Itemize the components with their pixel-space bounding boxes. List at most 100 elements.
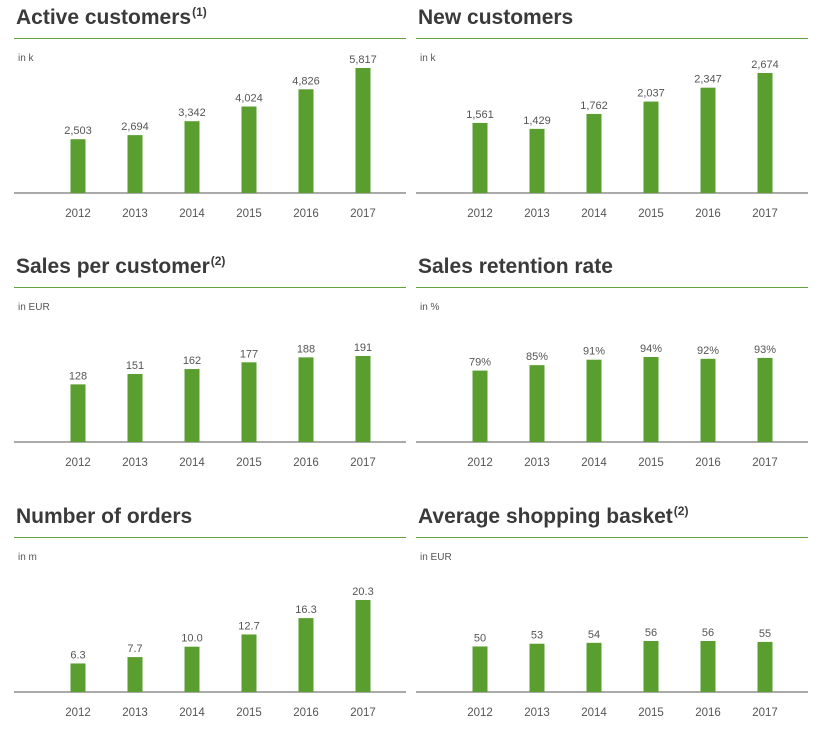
bar-2013 xyxy=(529,365,545,442)
bar-2014 xyxy=(184,121,200,193)
x-tick-label: 2013 xyxy=(122,457,148,469)
data-label: 56 xyxy=(645,627,657,639)
unit-label: in m xyxy=(18,552,37,563)
data-label: 5,817 xyxy=(349,54,377,66)
x-tick-label: 2013 xyxy=(122,208,148,220)
data-label: 6.3 xyxy=(70,649,85,661)
data-label: 12.7 xyxy=(238,620,259,632)
x-tick-label: 2014 xyxy=(581,208,607,220)
data-label: 7.7 xyxy=(127,643,142,655)
data-label: 91% xyxy=(583,346,605,358)
chart-title: New customers xyxy=(418,6,574,29)
x-tick-label: 2015 xyxy=(236,208,262,220)
unit-label: in EUR xyxy=(18,302,50,313)
bar-2015 xyxy=(241,106,257,193)
x-tick-label: 2017 xyxy=(752,457,778,469)
panel-average-shopping-basket: Average shopping basket(2) in EUR 50 2012… xyxy=(416,504,808,735)
title-divider xyxy=(14,38,406,39)
data-label: 2,694 xyxy=(121,121,149,133)
data-label: 162 xyxy=(183,355,201,367)
x-tick-label: 2015 xyxy=(236,707,262,719)
bar-2016 xyxy=(700,641,716,692)
unit-label: in k xyxy=(420,53,436,64)
data-label: 128 xyxy=(69,370,87,382)
bar-2015 xyxy=(643,641,659,692)
data-label: 94% xyxy=(640,343,662,355)
data-label: 2,503 xyxy=(64,125,92,137)
x-tick-label: 2017 xyxy=(350,457,376,469)
chart-title: Sales per customer(2) xyxy=(16,254,226,278)
x-tick-label: 2012 xyxy=(65,208,91,220)
title-divider xyxy=(416,287,808,288)
x-tick-label: 2014 xyxy=(179,707,205,719)
bar-chart: 1,561 2012 1,429 2013 1,762 2014 2,037 2015 2,34… xyxy=(416,59,808,220)
bar-2015 xyxy=(241,634,257,692)
bar-chart: 128 2012 151 2013 162 2014 177 2015 188 2016 191 20… xyxy=(14,342,406,469)
data-label: 2,037 xyxy=(637,88,665,100)
x-tick-label: 2013 xyxy=(122,707,148,719)
panel-new-customers: New customers in k 1,561 2012 1,429 2013 1,7… xyxy=(416,6,808,236)
bar-2014 xyxy=(586,359,602,442)
x-tick-label: 2013 xyxy=(524,457,550,469)
x-tick-label: 2014 xyxy=(581,457,607,469)
title-divider xyxy=(416,537,808,538)
data-label: 177 xyxy=(240,348,258,360)
bar-2016 xyxy=(700,358,716,442)
bar-2015 xyxy=(643,357,659,442)
title-divider xyxy=(416,38,808,39)
x-tick-label: 2017 xyxy=(350,707,376,719)
bar-2014 xyxy=(586,642,602,692)
chart-title: Average shopping basket(2) xyxy=(418,504,689,528)
panel-active-customers: Active customers(1) in k 2,503 2012 2,694 2… xyxy=(14,5,406,236)
x-tick-label: 2015 xyxy=(638,208,664,220)
x-tick-label: 2016 xyxy=(695,208,721,220)
data-label: 4,024 xyxy=(235,93,263,105)
bar-2012 xyxy=(70,139,86,193)
unit-label: in % xyxy=(420,302,440,313)
x-tick-label: 2013 xyxy=(524,707,550,719)
bar-2012 xyxy=(70,384,86,442)
bar-2015 xyxy=(241,362,257,442)
x-tick-label: 2016 xyxy=(695,707,721,719)
x-tick-label: 2012 xyxy=(65,707,91,719)
data-label: 93% xyxy=(754,344,776,356)
bar-2016 xyxy=(298,89,314,193)
data-label: 85% xyxy=(526,351,548,363)
bar-2013 xyxy=(127,374,143,442)
x-tick-label: 2016 xyxy=(293,707,319,719)
title-divider xyxy=(14,287,406,288)
bar-chart: 2,503 2012 2,694 2013 3,342 2014 4,024 2015 4,82… xyxy=(14,54,406,220)
chart-title: Active customers(1) xyxy=(16,5,207,29)
bar-chart: 50 2012 53 2013 54 2014 56 2015 56 2016 55 2017 xyxy=(416,627,808,719)
x-tick-label: 2015 xyxy=(236,457,262,469)
x-tick-label: 2012 xyxy=(467,707,493,719)
data-label: 2,347 xyxy=(694,74,722,86)
x-tick-label: 2017 xyxy=(752,707,778,719)
x-tick-label: 2016 xyxy=(695,457,721,469)
bar-2015 xyxy=(643,101,659,193)
bar-2016 xyxy=(298,618,314,692)
data-label: 56 xyxy=(702,627,714,639)
bar-2017 xyxy=(757,641,773,692)
x-tick-label: 2013 xyxy=(524,208,550,220)
data-label: 50 xyxy=(474,632,486,644)
bar-2012 xyxy=(70,663,86,692)
unit-label: in EUR xyxy=(420,552,452,563)
bar-chart: 79% 2012 85% 2013 91% 2014 94% 2015 92% 2016 93% 20… xyxy=(416,343,808,469)
title-divider xyxy=(14,537,406,538)
bar-2017 xyxy=(355,600,371,692)
bar-2017 xyxy=(355,68,371,193)
x-tick-label: 2012 xyxy=(65,457,91,469)
bar-2014 xyxy=(586,113,602,193)
data-label: 1,429 xyxy=(523,115,551,127)
bar-2017 xyxy=(757,73,773,193)
x-tick-label: 2014 xyxy=(179,208,205,220)
chart-title: Sales retention rate xyxy=(418,255,613,278)
data-label: 188 xyxy=(297,343,315,355)
data-label: 191 xyxy=(354,342,372,354)
panel-sales-per-customer: Sales per customer(2) in EUR 128 2012 151 2… xyxy=(14,254,406,485)
bar-2017 xyxy=(355,356,371,442)
bar-2013 xyxy=(127,657,143,692)
x-tick-label: 2012 xyxy=(467,208,493,220)
x-tick-label: 2016 xyxy=(293,457,319,469)
